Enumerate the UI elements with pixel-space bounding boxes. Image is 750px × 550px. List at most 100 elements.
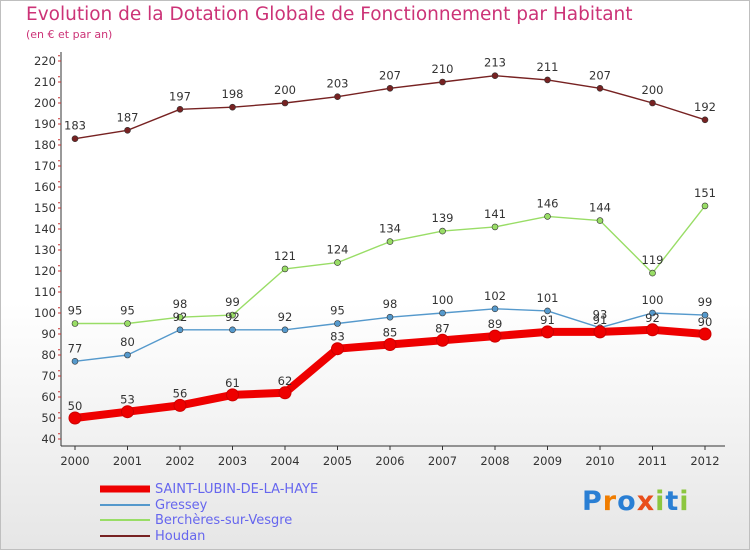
legend-label: Houdan (155, 529, 205, 544)
data-label: 90 (698, 315, 713, 329)
x-tick-label: 2012 (690, 454, 719, 468)
data-point (334, 93, 341, 100)
data-label: 100 (642, 293, 664, 307)
data-point (596, 217, 604, 224)
x-tick-label: 2005 (323, 454, 352, 468)
data-point (68, 411, 82, 425)
data-point (544, 76, 551, 84)
data-point (439, 78, 446, 86)
chart-title: Evolution de la Dotation Globale de Fonc… (26, 4, 633, 25)
data-point (226, 388, 239, 402)
y-tick-label: 60 (41, 390, 56, 404)
data-point (334, 320, 341, 327)
data-label: 93 (593, 308, 608, 322)
data-point (229, 103, 236, 111)
data-label: 77 (68, 341, 83, 355)
data-point (176, 106, 184, 113)
data-label: 146 (537, 196, 559, 210)
data-point (71, 320, 79, 327)
data-point (229, 326, 236, 334)
data-label: 83 (330, 330, 345, 344)
data-point (649, 309, 656, 317)
logo-letter: P (582, 486, 603, 517)
data-label: 144 (589, 201, 611, 215)
data-label: 210 (432, 62, 454, 76)
data-point (439, 227, 446, 235)
y-tick-label: 170 (34, 159, 56, 173)
data-label: 87 (435, 321, 450, 335)
data-point (436, 333, 449, 347)
data-label: 200 (274, 83, 296, 97)
data-label: 99 (225, 295, 240, 309)
x-tick-label: 2001 (113, 454, 142, 468)
data-label: 101 (537, 291, 559, 305)
data-point (541, 325, 554, 339)
data-label: 89 (488, 317, 503, 331)
data-point (646, 323, 659, 337)
legend-label: Berchères-sur-Vesgre (155, 513, 292, 528)
data-point (439, 309, 446, 317)
data-point (649, 99, 656, 107)
logo-letter: i (655, 486, 666, 517)
chart-subtitle: (en € et par an) (26, 28, 113, 41)
legend-label: SAINT-LUBIN-DE-LA-HAYE (155, 482, 318, 497)
y-tick-label: 160 (34, 180, 56, 194)
data-label: 121 (274, 249, 296, 263)
x-tick-label: 2002 (165, 454, 194, 468)
y-tick-label: 200 (34, 96, 56, 110)
y-tick-label: 120 (34, 264, 56, 278)
data-point (386, 238, 394, 245)
x-tick-label: 2000 (60, 454, 89, 468)
data-label: 119 (642, 253, 664, 267)
x-tick-label: 2008 (480, 454, 509, 468)
data-point (491, 305, 499, 313)
x-tick-label: 2011 (638, 454, 667, 468)
x-tick-label: 2009 (533, 454, 562, 468)
data-point (698, 327, 712, 341)
data-label: 50 (68, 399, 83, 413)
data-label: 139 (432, 211, 454, 225)
data-label: 200 (642, 83, 664, 97)
data-label: 192 (694, 100, 716, 114)
data-label: 213 (484, 56, 506, 70)
data-point (383, 338, 397, 351)
data-point (386, 313, 394, 321)
data-point (649, 269, 656, 277)
data-label: 62 (278, 374, 293, 388)
data-label: 124 (327, 243, 349, 257)
data-point (71, 357, 79, 365)
data-point (701, 311, 709, 319)
x-tick-label: 2007 (428, 454, 457, 468)
data-point (701, 116, 709, 124)
data-label: 92 (225, 310, 240, 324)
data-point (491, 223, 499, 231)
data-point (593, 325, 607, 339)
data-point (173, 398, 187, 412)
data-label: 92 (173, 310, 188, 324)
data-point (701, 202, 709, 210)
y-tick-label: 150 (34, 201, 56, 215)
y-tick-label: 180 (34, 138, 56, 152)
data-point (124, 320, 131, 327)
data-label: 98 (173, 297, 188, 311)
data-point (488, 329, 502, 343)
data-label: 53 (120, 393, 135, 407)
logo-letter: t (665, 486, 680, 517)
proxiti-logo: Proxiti (582, 486, 690, 517)
data-point (176, 326, 184, 334)
data-point (281, 265, 289, 273)
data-label: 91 (593, 313, 608, 327)
data-label: 183 (64, 119, 86, 133)
data-point (331, 342, 344, 356)
data-label: 187 (117, 110, 139, 124)
data-point (281, 326, 289, 334)
logo-letter: o (617, 486, 637, 517)
data-point (124, 351, 131, 359)
data-label: 98 (383, 297, 398, 311)
data-point (281, 99, 289, 107)
data-label: 91 (540, 313, 555, 327)
y-tick-label: 220 (34, 54, 56, 68)
y-tick-label: 130 (34, 243, 56, 257)
data-point (491, 72, 499, 79)
